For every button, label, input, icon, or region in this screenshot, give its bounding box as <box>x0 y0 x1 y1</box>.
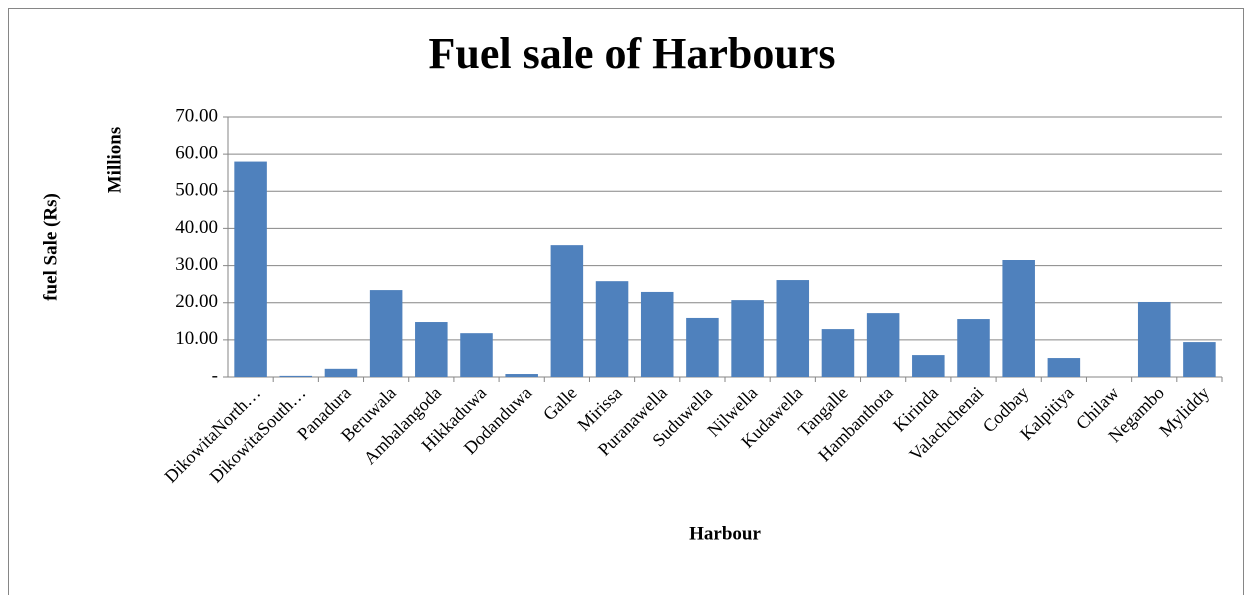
chart-title: Fuel sale of Harbours <box>429 29 836 78</box>
bar <box>957 319 990 377</box>
x-axis-label: Harbour <box>689 523 761 544</box>
bar <box>866 313 900 377</box>
bar <box>640 291 674 377</box>
bar <box>460 333 493 377</box>
bar <box>234 161 267 377</box>
bar <box>731 300 764 377</box>
bar <box>912 355 945 377</box>
bar <box>1183 342 1216 377</box>
bar <box>505 374 538 377</box>
bar <box>1137 301 1171 377</box>
y-tick-label: 70.00 <box>175 105 218 126</box>
bar <box>1002 260 1035 377</box>
y-tick-label: 20.00 <box>175 291 218 312</box>
y-unit-label: Millions <box>104 127 125 194</box>
bar <box>776 280 810 377</box>
bar <box>821 329 855 377</box>
bar <box>550 245 584 377</box>
y-tick-label: 60.00 <box>175 143 218 164</box>
bar <box>686 317 719 377</box>
bar <box>415 322 448 377</box>
y-axis-label: fuel Sale (Rs) <box>40 193 61 301</box>
bar <box>369 290 403 377</box>
bar <box>279 375 313 377</box>
y-tick-label: 40.00 <box>175 217 218 238</box>
y-tick-label: - <box>212 365 218 386</box>
bar <box>595 281 629 377</box>
y-tick-label: 10.00 <box>175 328 218 349</box>
bar <box>1047 358 1081 377</box>
bar <box>324 368 358 377</box>
y-tick-label: 30.00 <box>175 254 218 275</box>
y-tick-label: 50.00 <box>175 180 218 201</box>
